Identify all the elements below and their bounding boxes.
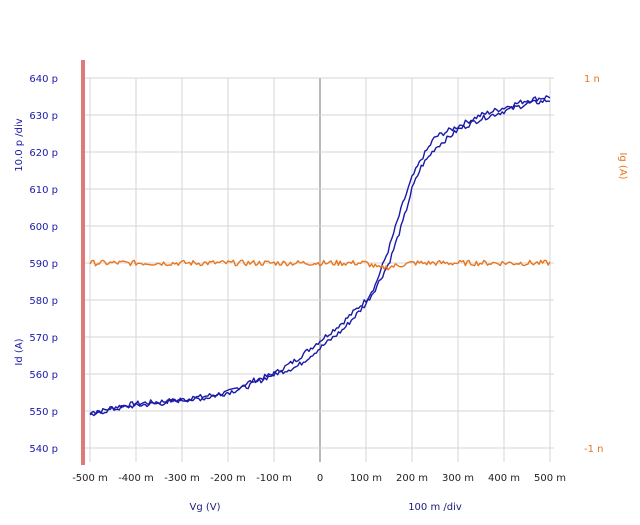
- labels-layer: 640 p 630 p 620 p 610 p 600 p 590 p 580 p 570 p…: [14, 74, 628, 513]
- id-series-line-1: [89, 98, 551, 415]
- y-left-tick-label: 580 p: [29, 296, 58, 307]
- x-tick-label: 500 m: [534, 473, 566, 484]
- x-axis-title: Vg (V): [189, 502, 220, 513]
- y-left-tick-label: 590 p: [29, 259, 58, 270]
- y-left-tick-label: 630 p: [29, 111, 58, 122]
- x-axis-scale: 100 m /div: [408, 502, 462, 513]
- y-left-tick-label: 560 p: [29, 370, 58, 381]
- series-layer: [89, 95, 551, 417]
- x-tick-label: -500 m: [72, 473, 108, 484]
- x-tick-label: 100 m: [350, 473, 382, 484]
- x-tick-label: 0: [317, 473, 323, 484]
- y-left-tick-label: 600 p: [29, 222, 58, 233]
- ig-series-line: [89, 259, 551, 271]
- y-left-tick-label: 570 p: [29, 333, 58, 344]
- y-left-tick-label: 550 p: [29, 407, 58, 418]
- x-tick-label: 400 m: [488, 473, 520, 484]
- x-tick-label: -400 m: [118, 473, 154, 484]
- y-right-tick-label: 1 n: [584, 74, 600, 85]
- id-series-line-0: [89, 95, 551, 417]
- x-tick-label: -300 m: [164, 473, 200, 484]
- x-tick-label: 300 m: [442, 473, 474, 484]
- x-tick-label: -100 m: [256, 473, 292, 484]
- y-left-axis-scale: 10.0 p /div: [14, 118, 25, 171]
- y-left-axis-title: Id (A): [14, 338, 25, 365]
- y-right-tick-label: -1 n: [584, 444, 604, 455]
- y-left-tick-label: 540 p: [29, 444, 58, 455]
- y-right-axis-title: Ig (A): [617, 152, 628, 179]
- y-left-tick-label: 620 p: [29, 148, 58, 159]
- left-axis-bar: [81, 60, 85, 465]
- y-left-tick-label: 640 p: [29, 74, 58, 85]
- x-tick-label: -200 m: [210, 473, 246, 484]
- y-left-tick-label: 610 p: [29, 185, 58, 196]
- x-tick-label: 200 m: [396, 473, 428, 484]
- grid: [81, 60, 554, 465]
